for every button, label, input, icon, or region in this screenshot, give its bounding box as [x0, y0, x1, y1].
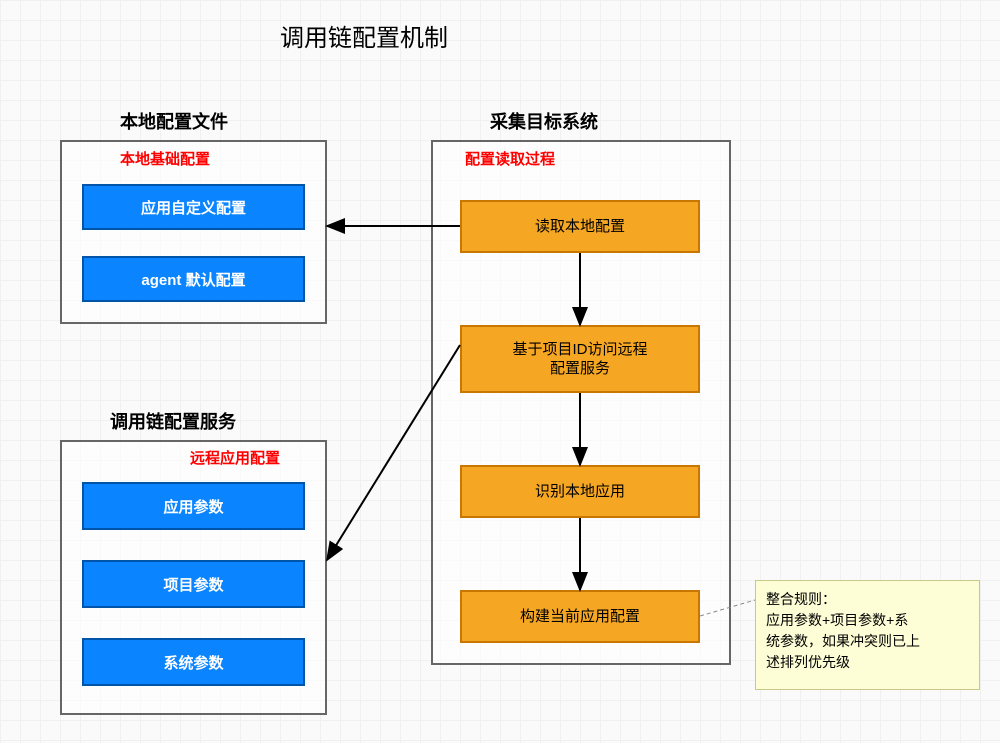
box-system-params: 系统参数 [82, 638, 305, 686]
header-target-system: 采集目标系统 [490, 108, 598, 134]
note-integration-rule: 整合规则：应用参数+项目参数+系统参数，如果冲突则已上述排列优先级 [755, 580, 980, 690]
box-agent-default-config: agent 默认配置 [82, 256, 305, 302]
box-project-params: 项目参数 [82, 560, 305, 608]
box-build-config: 构建当前应用配置 [460, 590, 700, 643]
group-remote-config-label: 远程应用配置 [190, 447, 280, 468]
diagram-title: 调用链配置机制 [280, 18, 448, 53]
box-app-params: 应用参数 [82, 482, 305, 530]
group-local-config-label: 本地基础配置 [120, 148, 210, 169]
box-identify-local: 识别本地应用 [460, 465, 700, 518]
box-remote-access: 基于项目ID访问远程配置服务 [460, 325, 700, 393]
header-chain-service: 调用链配置服务 [110, 408, 236, 434]
box-read-local: 读取本地配置 [460, 200, 700, 253]
group-process-label: 配置读取过程 [465, 148, 555, 169]
box-app-custom-config: 应用自定义配置 [82, 184, 305, 230]
header-local-config: 本地配置文件 [120, 108, 228, 134]
